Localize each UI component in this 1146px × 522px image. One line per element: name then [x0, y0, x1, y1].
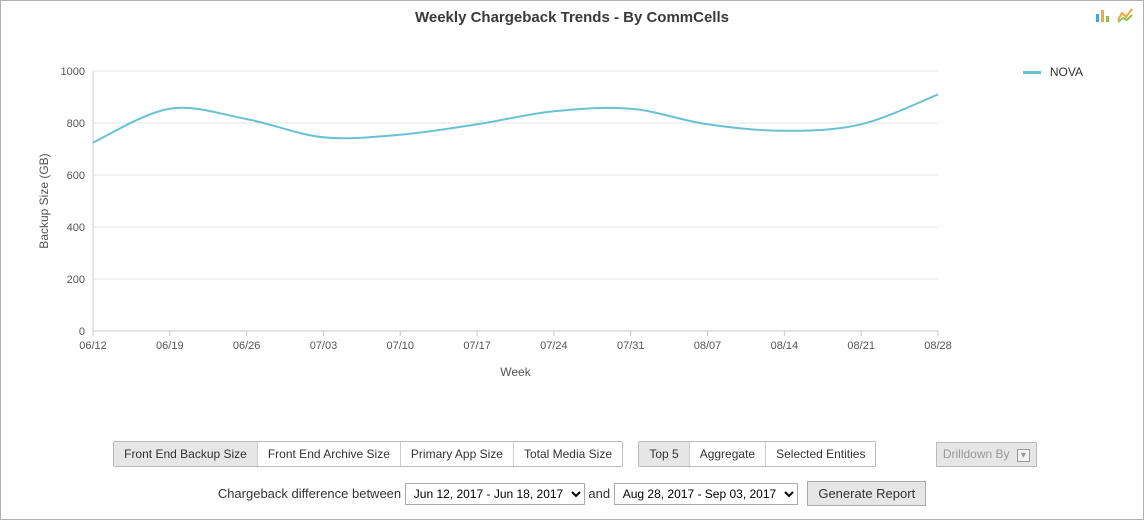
range-between-label: and: [588, 486, 610, 501]
toolbar: Front End Backup SizeFront End Archive S…: [1, 441, 1143, 467]
svg-text:08/21: 08/21: [847, 340, 875, 352]
date-range-row: Chargeback difference between Jun 12, 20…: [1, 481, 1143, 506]
svg-text:06/12: 06/12: [79, 340, 107, 352]
panel-title: Weekly Chargeback Trends - By CommCells: [1, 9, 1143, 26]
range-prefix-label: Chargeback difference between: [218, 486, 401, 501]
svg-text:06/19: 06/19: [156, 340, 184, 352]
line-chart-icon[interactable]: [1117, 7, 1133, 26]
drilldown-select[interactable]: Drilldown By ▾: [936, 442, 1037, 467]
svg-text:600: 600: [67, 170, 85, 182]
scope-button-group: Top 5AggregateSelected Entities: [638, 441, 876, 467]
bar-chart-icon[interactable]: [1095, 7, 1111, 26]
svg-text:08/07: 08/07: [694, 340, 722, 352]
generate-report-button[interactable]: Generate Report: [807, 481, 926, 506]
size-button-0[interactable]: Front End Backup Size: [114, 442, 257, 466]
scope-button-1[interactable]: Aggregate: [689, 442, 765, 466]
svg-text:08/28: 08/28: [924, 340, 952, 352]
line-chart: 0 200 400 600 800 1000 06/12 06/19 06/26 07/03 07/…: [13, 41, 1113, 411]
svg-text:400: 400: [67, 222, 85, 234]
size-button-3[interactable]: Total Media Size: [513, 442, 622, 466]
range2-select[interactable]: Aug 28, 2017 - Sep 03, 2017: [614, 483, 798, 505]
size-button-2[interactable]: Primary App Size: [400, 442, 513, 466]
chart-type-toggle: [1095, 7, 1133, 26]
svg-text:1000: 1000: [61, 66, 85, 78]
chart-panel: Weekly Chargeback Trends - By CommCells …: [0, 0, 1144, 520]
range1-select[interactable]: Jun 12, 2017 - Jun 18, 2017: [405, 483, 585, 505]
svg-text:800: 800: [67, 118, 85, 130]
scope-button-2[interactable]: Selected Entities: [765, 442, 875, 466]
svg-text:07/10: 07/10: [387, 340, 415, 352]
svg-text:0: 0: [79, 326, 85, 338]
legend-label: NOVA: [1050, 65, 1083, 79]
svg-text:Backup Size (GB): Backup Size (GB): [37, 153, 51, 248]
legend-swatch: [1023, 71, 1041, 74]
svg-text:200: 200: [67, 274, 85, 286]
size-button-1[interactable]: Front End Archive Size: [257, 442, 400, 466]
svg-text:07/03: 07/03: [310, 340, 338, 352]
svg-text:07/24: 07/24: [540, 340, 568, 352]
legend: NOVA: [1023, 65, 1083, 79]
svg-text:06/26: 06/26: [233, 340, 261, 352]
drilldown-label: Drilldown By: [943, 447, 1010, 461]
svg-text:07/31: 07/31: [617, 340, 645, 352]
size-button-group: Front End Backup SizeFront End Archive S…: [113, 441, 623, 467]
svg-text:Week: Week: [500, 365, 531, 379]
svg-text:08/14: 08/14: [771, 340, 799, 352]
chevron-down-icon: ▾: [1017, 449, 1030, 462]
chart-area: 0 200 400 600 800 1000 06/12 06/19 06/26 07/03 07/…: [13, 41, 1131, 411]
scope-button-0[interactable]: Top 5: [639, 442, 688, 466]
svg-text:07/17: 07/17: [463, 340, 491, 352]
